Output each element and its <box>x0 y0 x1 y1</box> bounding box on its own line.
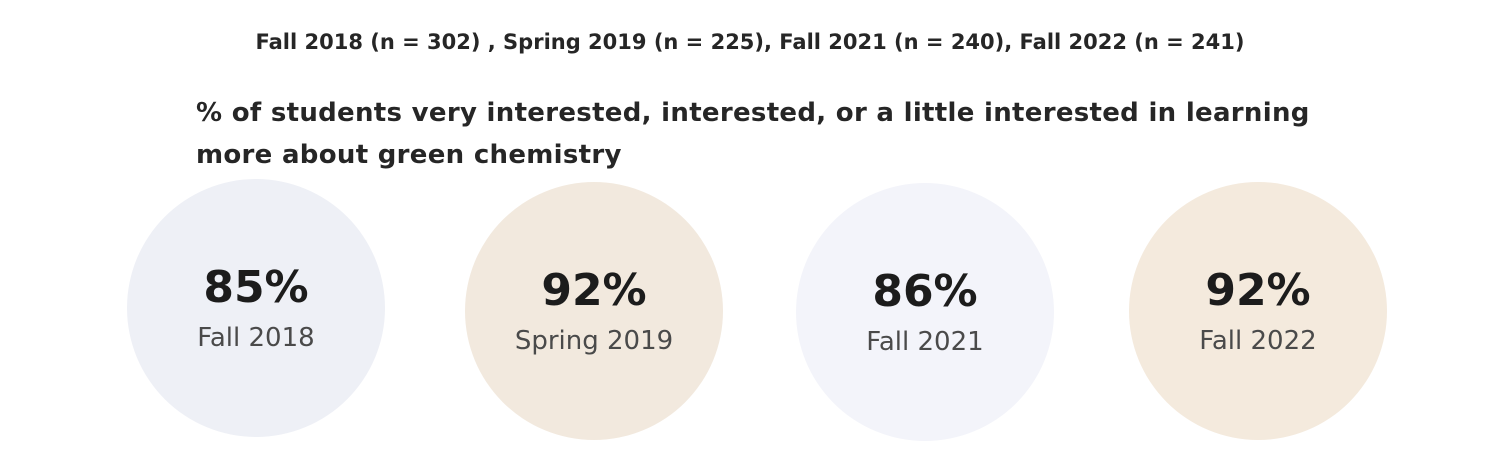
bubble-label: Fall 2021 <box>866 327 984 357</box>
bubble-fall-2021: 86% Fall 2021 <box>796 183 1054 441</box>
chart-subtitle: Fall 2018 (n = 302) , Spring 2019 (n = 2… <box>255 30 1245 54</box>
bubble-value: 86% <box>872 266 978 317</box>
bubble-label: Spring 2019 <box>514 326 674 356</box>
bubble-label: Fall 2022 <box>1199 326 1317 356</box>
bubble-spring-2019: 92% Spring 2019 <box>465 182 723 440</box>
bubble-value: 92% <box>541 265 647 316</box>
bubble-label: Fall 2018 <box>197 323 315 353</box>
bubble-fall-2018: 85% Fall 2018 <box>127 179 385 437</box>
bubble-value: 85% <box>203 262 309 313</box>
bubble-fall-2022: 92% Fall 2022 <box>1129 182 1387 440</box>
chart-title: % of students very interested, intereste… <box>196 98 1310 170</box>
bubble-value: 92% <box>1205 265 1311 316</box>
